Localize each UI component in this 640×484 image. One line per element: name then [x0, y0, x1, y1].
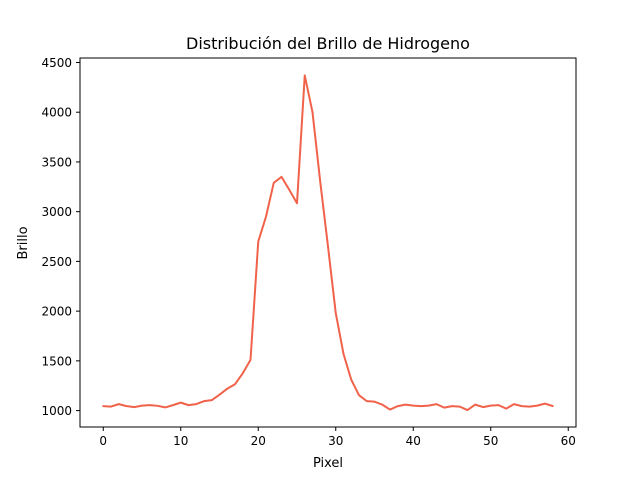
- y-tick-label: 1000: [41, 404, 72, 418]
- y-tick-label: 2000: [41, 305, 72, 319]
- y-tick-label: 3000: [41, 205, 72, 219]
- y-tick-label: 3500: [41, 155, 72, 169]
- axes-frame: [79, 57, 577, 428]
- y-tick-label: 2500: [41, 255, 72, 269]
- axis-ticks: 0 10 20 30 40 50 60 1000 1500 2000 2500 3000 3500 400…: [41, 56, 575, 448]
- x-tick-label: 20: [251, 434, 266, 448]
- x-tick-label: 0: [99, 434, 107, 448]
- x-tick-label: 60: [561, 434, 576, 448]
- x-tick-label: 50: [483, 434, 498, 448]
- y-axis-label: Brillo: [16, 226, 31, 259]
- plot-area: [102, 74, 554, 412]
- y-tick-label: 1500: [41, 354, 72, 368]
- x-tick-label: 10: [173, 434, 188, 448]
- chart-title: Distribución del Brillo de Hidrogeno: [186, 34, 470, 53]
- x-tick-label: 30: [328, 434, 343, 448]
- series-line: [102, 74, 554, 412]
- y-tick-label: 4500: [41, 56, 72, 70]
- y-tick-label: 4000: [41, 106, 72, 120]
- x-axis-label: Pixel: [313, 456, 343, 471]
- x-tick-label: 40: [406, 434, 421, 448]
